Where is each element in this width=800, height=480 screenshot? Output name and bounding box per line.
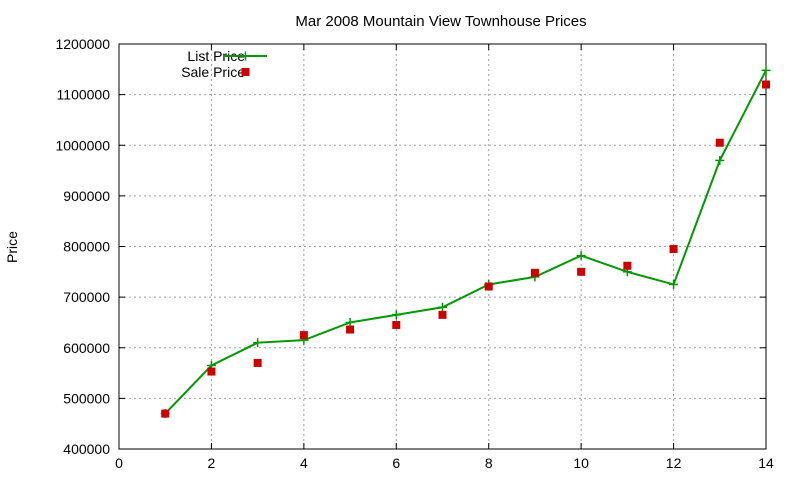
square-marker (577, 267, 586, 276)
x-tick-label: 4 (300, 455, 308, 471)
square-marker (762, 80, 770, 89)
plus-marker (391, 310, 401, 320)
y-tick-label: 900000 (63, 188, 110, 204)
plus-marker (669, 279, 679, 289)
square-marker (438, 310, 447, 319)
x-tick-label: 2 (208, 455, 216, 471)
plot-frame (118, 43, 767, 450)
plus-marker (438, 302, 447, 312)
square-marker (484, 282, 493, 291)
square-marker (530, 268, 539, 277)
square-marker (299, 331, 308, 340)
y-tick-label: 1200000 (55, 36, 110, 52)
square-marker (715, 138, 724, 147)
square-marker (207, 367, 216, 376)
y-tick-label: 600000 (63, 340, 110, 356)
x-tick-label: 6 (392, 455, 400, 471)
square-marker (346, 325, 355, 334)
y-tick-label: 700000 (63, 289, 110, 305)
legend-entry: Sale Price (181, 64, 250, 80)
square-marker (161, 409, 170, 418)
square-marker (253, 358, 262, 367)
x-tick-label: 0 (115, 455, 123, 471)
series-1 (161, 80, 770, 418)
x-tick-label: 10 (573, 455, 589, 471)
chart-title: Mar 2008 Mountain View Townhouse Prices (295, 13, 586, 30)
plus-marker (715, 155, 725, 165)
y-tick-label: 500000 (63, 390, 110, 406)
y-axis-label: Price (4, 231, 20, 263)
square-marker (623, 261, 632, 270)
plus-marker (761, 65, 771, 75)
axes: 0 2 4 6 8 10 12 14 400000 500000 600000 700000 80000… (55, 36, 774, 471)
legend-entry: List Price (187, 48, 267, 64)
series-0 (160, 65, 771, 419)
square-marker (241, 68, 250, 76)
plus-marker (345, 317, 355, 327)
x-tick-label: 14 (758, 455, 774, 471)
y-tick-label: 800000 (63, 239, 110, 255)
legend-label: Sale Price (181, 64, 245, 80)
plus-marker (241, 51, 250, 61)
series-line (164, 69, 767, 415)
y-tick-label: 1100000 (57, 87, 111, 103)
square-marker (392, 320, 401, 329)
plus-marker (253, 338, 263, 348)
x-tick-label: 12 (666, 455, 682, 471)
grid-lines (119, 44, 766, 449)
legend-label: List Price (187, 48, 245, 64)
data-series (160, 65, 771, 419)
x-tick-label: 8 (485, 455, 493, 471)
y-tick-label: 1000000 (55, 137, 110, 153)
square-marker (669, 245, 678, 254)
y-tick-label: 400000 (63, 441, 110, 457)
plus-marker (576, 251, 586, 261)
